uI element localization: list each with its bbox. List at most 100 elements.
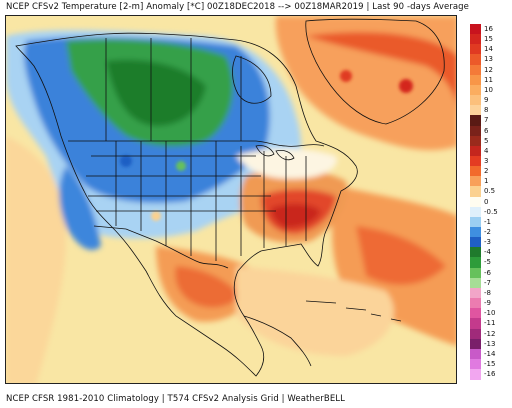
legend-swatch bbox=[470, 369, 481, 380]
legend-item: -10 bbox=[470, 308, 510, 319]
anomaly-spots bbox=[120, 70, 413, 221]
legend-label: -13 bbox=[484, 339, 496, 348]
legend-swatch bbox=[470, 328, 481, 339]
color-legend: 16 15 14 13 12 11 10 9 8 7 6 5 4 3 2 1 0.5 0 -0.5 -1 -2 -3 -4 -… bbox=[470, 24, 510, 380]
legend-label: -10 bbox=[484, 309, 496, 318]
state-borders bbox=[86, 141, 307, 261]
legend-item: -2 bbox=[470, 227, 510, 238]
legend-item: 9 bbox=[470, 95, 510, 106]
legend-item: 14 bbox=[470, 44, 510, 55]
legend-label: 12 bbox=[484, 65, 493, 74]
legend-label: -3 bbox=[484, 238, 491, 247]
legend-label: 6 bbox=[484, 126, 489, 135]
legend-item: -9 bbox=[470, 298, 510, 309]
greenland-coast bbox=[305, 18, 445, 125]
legend-item: 0.5 bbox=[470, 186, 510, 197]
legend-label: 16 bbox=[484, 25, 493, 33]
legend-label: -2 bbox=[484, 228, 491, 236]
mexico-hot bbox=[175, 266, 241, 308]
legend-item: 6 bbox=[470, 125, 510, 136]
map-footer: NCEP CFSR 1981-2010 Climatology | T574 C… bbox=[6, 394, 345, 404]
legend-item: 11 bbox=[470, 74, 510, 86]
legend-label: -14 bbox=[484, 349, 496, 358]
legend-label: 10 bbox=[484, 85, 493, 94]
legend-swatch bbox=[470, 145, 481, 157]
legend-label: 9 bbox=[484, 96, 489, 105]
legend-swatch bbox=[470, 74, 481, 86]
legend-item: -11 bbox=[470, 318, 510, 329]
legend-swatch bbox=[470, 176, 481, 187]
legend-item: -12 bbox=[470, 328, 510, 339]
legend-swatch bbox=[470, 358, 481, 370]
legend-swatch bbox=[470, 227, 481, 238]
legend-swatch bbox=[470, 277, 481, 289]
legend-item: -3 bbox=[470, 237, 510, 248]
province-borders bbox=[105, 38, 242, 141]
legend-swatch bbox=[470, 196, 481, 208]
us-mexico-border bbox=[93, 225, 229, 269]
anomaly-map-svg bbox=[6, 16, 456, 383]
legend-label: -7 bbox=[484, 278, 491, 287]
legend-label: -0.5 bbox=[484, 207, 498, 216]
legend-item: 12 bbox=[470, 64, 510, 76]
legend-item: 2 bbox=[470, 166, 510, 177]
legend-label: -11 bbox=[484, 319, 496, 328]
legend-swatch bbox=[470, 34, 481, 45]
legend-item: 5 bbox=[470, 135, 510, 147]
north-america-coast bbox=[15, 32, 358, 377]
legend-label: -12 bbox=[484, 329, 496, 338]
legend-item: 10 bbox=[470, 84, 510, 96]
hot-spot bbox=[399, 79, 413, 93]
legend-label: 13 bbox=[484, 55, 493, 64]
prairie-deep-cold bbox=[106, 59, 206, 126]
legend-item: 15 bbox=[470, 34, 510, 45]
ohio-neutral bbox=[236, 148, 337, 179]
map-title: NCEP CFSv2 Temperature [2-m] Anomaly [*C… bbox=[6, 2, 470, 12]
legend-swatch bbox=[470, 308, 481, 319]
legend-swatch bbox=[470, 84, 481, 96]
caribbean-islands bbox=[305, 300, 402, 322]
legend-label: 7 bbox=[484, 116, 489, 125]
legend-label: 11 bbox=[484, 75, 493, 84]
legend-item: -0.5 bbox=[470, 206, 510, 218]
legend-label: 15 bbox=[484, 35, 493, 44]
southeast-very-hot bbox=[271, 203, 321, 228]
legend-swatch bbox=[470, 287, 481, 299]
legend-label: -16 bbox=[484, 370, 496, 379]
legend-swatch bbox=[470, 64, 481, 76]
legend-label: 1 bbox=[484, 177, 489, 186]
legend-item: 4 bbox=[470, 145, 510, 157]
legend-item: 8 bbox=[470, 105, 510, 116]
gulf-caribbean-warm bbox=[236, 266, 394, 356]
legend-swatch bbox=[470, 125, 481, 136]
legend-item: 16 bbox=[470, 24, 510, 35]
anomaly-map bbox=[5, 15, 457, 384]
greenland-hot-core bbox=[306, 32, 456, 102]
legend-label: 0 bbox=[484, 197, 489, 206]
legend-label: 14 bbox=[484, 45, 493, 54]
hot-spot bbox=[340, 70, 352, 82]
westcoast-cold bbox=[59, 166, 101, 250]
legend-label: 0.5 bbox=[484, 187, 496, 196]
atlantic-hot-core bbox=[356, 226, 446, 285]
legend-item: -1 bbox=[470, 216, 510, 228]
legend-label: -15 bbox=[484, 359, 496, 368]
neutral-spot bbox=[151, 211, 161, 221]
cold-spot bbox=[176, 161, 186, 171]
legend-swatch bbox=[470, 267, 481, 279]
legend-swatch bbox=[470, 216, 481, 228]
legend-label: 4 bbox=[484, 146, 489, 155]
legend-label: 2 bbox=[484, 167, 489, 176]
legend-item: -16 bbox=[470, 369, 510, 380]
legend-item: 7 bbox=[470, 115, 510, 126]
us-canada-border bbox=[68, 140, 325, 147]
legend-label: -9 bbox=[484, 299, 491, 308]
legend-item: -4 bbox=[470, 247, 510, 258]
legend-swatch bbox=[470, 135, 481, 147]
legend-label: 3 bbox=[484, 156, 489, 165]
legend-swatch bbox=[470, 186, 481, 197]
legend-label: -1 bbox=[484, 217, 491, 226]
legend-label: -4 bbox=[484, 248, 491, 257]
legend-item: -6 bbox=[470, 267, 510, 279]
legend-item: -8 bbox=[470, 287, 510, 299]
